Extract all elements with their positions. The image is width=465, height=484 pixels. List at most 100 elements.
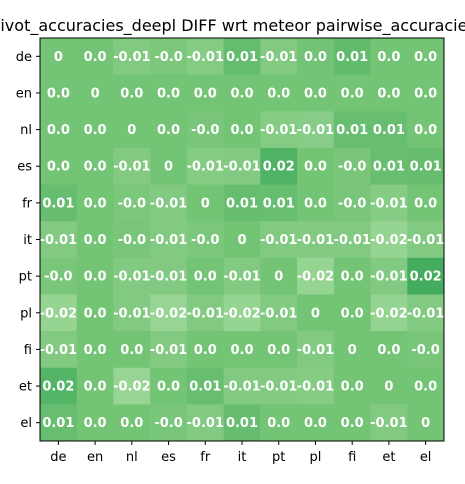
heatmap-cell-label: -0.0 <box>44 270 72 285</box>
x-tick-label: pt <box>272 450 285 465</box>
heatmap-cell-label: 0 <box>237 233 246 248</box>
heatmap-cell-label: 0.01 <box>373 123 405 138</box>
heatmap-cell-label: -0.01 <box>223 270 260 285</box>
heatmap-cell-label: 0.02 <box>42 380 74 395</box>
heatmap-cell <box>186 294 225 332</box>
heatmap-cell <box>113 221 151 259</box>
heatmap-cell-label: -0.01 <box>187 160 224 175</box>
heatmap-cell <box>76 367 114 405</box>
heatmap-cell-label: -0.01 <box>187 50 224 65</box>
heatmap-cell <box>370 257 408 295</box>
x-tick-label: el <box>420 450 432 465</box>
heatmap-cell <box>76 404 114 442</box>
heatmap-cell-label: 0.0 <box>304 50 327 65</box>
heatmap-cell <box>260 147 298 186</box>
heatmap-cell-label: -0.0 <box>411 343 439 358</box>
heatmap-cell-label: -0.02 <box>113 380 150 395</box>
heatmap-cell-label: 0.0 <box>267 416 290 431</box>
heatmap-cell <box>40 367 78 405</box>
heatmap-cell <box>186 111 225 149</box>
heatmap-cell <box>297 294 335 332</box>
heatmap-cell <box>407 294 445 332</box>
y-tick-label: pt <box>19 270 32 285</box>
heatmap-cell <box>40 404 78 442</box>
heatmap-cell-label: -0.01 <box>407 233 444 248</box>
heatmap-cell-label: 0.01 <box>336 50 368 65</box>
heatmap-cell <box>370 221 408 259</box>
heatmap-cells <box>40 38 445 442</box>
heatmap-cell <box>150 404 188 442</box>
heatmap-cell-label: 0.0 <box>414 196 437 211</box>
heatmap-cell-label: 0.0 <box>84 233 107 248</box>
heatmap-cell-label: 0.01 <box>263 196 295 211</box>
heatmap-cell-label: 0.0 <box>267 86 290 101</box>
x-tick-label: it <box>238 450 247 465</box>
heatmap-cell <box>186 331 225 369</box>
heatmap-cell-label: -0.01 <box>297 233 334 248</box>
heatmap-cell <box>407 74 445 112</box>
y-tick-label: fr <box>22 196 33 211</box>
heatmap-cell-label: -0.0 <box>118 233 146 248</box>
heatmap-cell <box>260 38 298 76</box>
heatmap-cell-label: -0.0 <box>191 233 219 248</box>
heatmap-cell-label: -0.01 <box>260 123 297 138</box>
heatmap-cell <box>333 111 372 149</box>
x-tick-label: fr <box>200 450 211 465</box>
heatmap-cell-label: 0 <box>421 416 430 431</box>
x-tick-label: de <box>50 450 66 465</box>
heatmap-cell-label: 0 <box>54 50 63 65</box>
heatmap-cell-label: -0.01 <box>333 233 370 248</box>
y-tick-label: et <box>19 380 32 395</box>
heatmap-cell-label: -0.0 <box>154 50 182 65</box>
heatmap-cell <box>150 294 188 332</box>
heatmap-cell <box>113 331 151 369</box>
heatmap-cell-label: 0.0 <box>414 50 437 65</box>
heatmap-cell <box>40 257 78 295</box>
heatmap-cell <box>113 294 151 332</box>
heatmap-cell <box>297 331 335 369</box>
heatmap-cell <box>76 184 114 222</box>
heatmap-cell-label: 0.01 <box>189 380 221 395</box>
heatmap-cell-label: 0.0 <box>47 160 70 175</box>
heatmap-cell-label: -0.01 <box>297 123 334 138</box>
heatmap-cell <box>333 257 372 295</box>
heatmap-cell <box>113 367 151 405</box>
heatmap-cell-label: -0.01 <box>370 196 407 211</box>
heatmap-cell <box>260 184 298 222</box>
heatmap-cell-label: -0.0 <box>191 123 219 138</box>
heatmap-cell <box>370 74 408 112</box>
heatmap-cell <box>223 331 261 369</box>
heatmap-cell <box>333 184 372 222</box>
heatmap-cell <box>40 331 78 369</box>
heatmap-cell-label: -0.0 <box>154 416 182 431</box>
heatmap-cell <box>370 367 408 405</box>
y-tick-label: fi <box>24 343 32 358</box>
heatmap-cell-label: -0.01 <box>113 306 150 321</box>
heatmap-cell <box>333 147 372 186</box>
y-tick-label: nl <box>20 123 32 138</box>
heatmap-cell-label: -0.01 <box>187 306 224 321</box>
heatmap-cell <box>150 367 188 405</box>
heatmap-cell-label: 0.02 <box>263 160 295 175</box>
heatmap-cell <box>113 147 151 186</box>
x-tick-label: es <box>161 450 176 465</box>
heatmap-cell-label: 0.0 <box>157 380 180 395</box>
heatmap-cell-label: 0.0 <box>304 160 327 175</box>
heatmap-cell <box>40 221 78 259</box>
heatmap-cell-label: 0.02 <box>410 270 442 285</box>
heatmap-cell-label: 0 <box>384 380 393 395</box>
heatmap-cell <box>260 294 298 332</box>
heatmap-cell <box>297 38 335 76</box>
heatmap-cell-label: -0.0 <box>338 160 366 175</box>
heatmap-cell-label: -0.01 <box>150 270 187 285</box>
heatmap-cell-label: 0 <box>127 123 136 138</box>
heatmap-cell <box>223 111 261 149</box>
heatmap-cell-label: 0.0 <box>84 196 107 211</box>
heatmap-cell <box>223 294 261 332</box>
y-tick-label: de <box>16 50 32 65</box>
heatmap-cell <box>297 221 335 259</box>
heatmap-cell-label: 0.0 <box>341 380 364 395</box>
heatmap-cell-label: -0.01 <box>150 233 187 248</box>
heatmap-cell-label: 0 <box>311 306 320 321</box>
